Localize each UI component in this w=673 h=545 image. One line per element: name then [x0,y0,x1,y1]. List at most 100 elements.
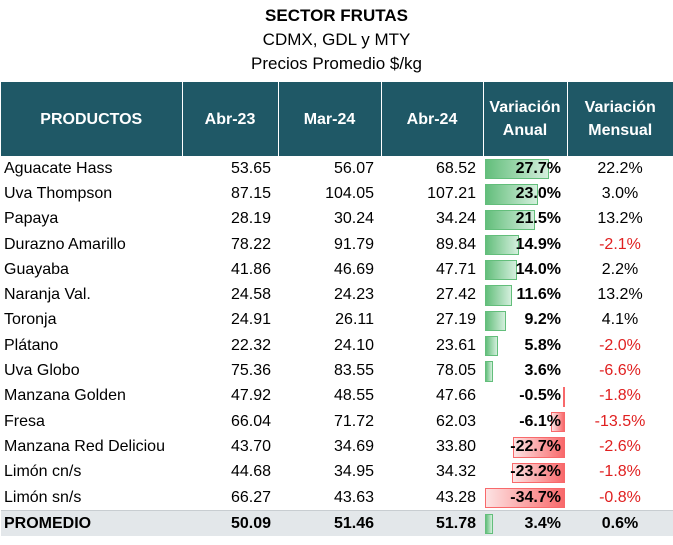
table-row: Fresa 66.04 71.72 62.03 -6.1% -13.5% [1,409,673,434]
variation-monthly: 4.1% [601,311,639,329]
variation-annual-value: -0.5% [519,387,561,405]
price-mar24: 83.55 [333,362,374,380]
price-mar24: 34.95 [333,463,374,481]
variation-annual-value: 3.6% [524,362,561,380]
variation-bar [485,336,499,357]
variation-annual-value: 14.9% [515,235,561,253]
product-name: Uva Thompson [4,184,113,202]
price-apr24: 27.42 [435,286,476,304]
variation-monthly: 3.0% [601,184,639,202]
variation-monthly: 0.6% [567,510,673,537]
price-mar24: 26.11 [335,311,374,329]
price-apr24: 78.05 [435,362,476,380]
price-mar24: 30.24 [333,210,374,228]
price-apr23: 78.22 [230,235,271,253]
table-row: Guayaba 41.86 46.69 47.71 14.0% 2.2% [1,257,673,282]
variation-bar [511,462,565,483]
price-mar24: 24.10 [333,336,374,354]
price-apr23: 75.36 [230,362,271,380]
variation-monthly: 13.2% [597,286,643,304]
variation-annual: 9.2% [483,308,567,333]
table-row: Manzana Golden 47.92 48.55 47.66 -0.5% -1.8% [1,384,673,409]
product-name: Fresa [4,412,45,430]
variation-bar [563,386,565,407]
table-row: Naranja Val. 24.58 24.23 27.42 11.6% 13.2% [1,282,673,307]
variation-annual-value: 14.0% [515,260,561,278]
table-row: Aguacate Hass 53.65 56.07 68.52 27.7% 22.2% [1,156,673,181]
product-name: Limón sn/s [4,488,82,506]
header-var-monthly: Variación Mensual [567,82,673,156]
price-mar24: 51.46 [278,510,381,537]
price-apr23: 28.19 [230,210,271,228]
variation-annual: 5.8% [483,333,567,358]
variation-annual: 23.0% [483,181,567,206]
price-apr23: 24.91 [230,311,271,329]
variation-bar [485,361,494,382]
variation-bar [485,159,549,180]
variation-annual: -6.1% [483,409,567,434]
price-apr24: 62.03 [435,412,476,430]
variation-annual: 11.6% [483,282,567,307]
variation-monthly: -0.8% [599,488,641,506]
product-name: Durazno Amarillo [4,235,126,253]
variation-bar [485,514,493,535]
price-apr23: 47.92 [230,387,271,405]
variation-monthly: -6.6% [599,362,641,380]
header-apr24: Abr-24 [381,82,484,156]
variation-annual-value: 11.6% [516,286,561,304]
variation-bar [485,310,507,332]
price-apr23: 53.65 [230,159,271,177]
price-apr24: 27.19 [435,311,476,329]
price-mar24: 56.07 [333,159,374,177]
table-row: Plátano 22.32 24.10 23.61 5.8% -2.0% [1,333,673,358]
variation-bar [485,234,520,256]
product-name: Plátano [4,336,59,354]
variation-annual-value: -6.1% [519,412,561,430]
price-mar24: 24.23 [333,286,374,304]
price-apr24: 23.61 [435,336,476,354]
header-var-annual: Variación Anual [483,82,568,156]
report-titles: SECTOR FRUTAS CDMX, GDL y MTY Precios Pr… [0,0,673,82]
product-name: Aguacate Hass [4,159,113,177]
price-apr24: 68.52 [435,159,476,177]
price-apr24: 33.80 [435,437,476,455]
price-apr23: 41.86 [230,260,271,278]
prices-table: PRODUCTOS Abr-23 Mar-24 Abr-24 Variación… [1,82,673,537]
header-var-monthly-line1: Variación [584,99,656,116]
table-row: Toronja 24.91 26.11 27.19 9.2% 4.1% [1,308,673,333]
product-name: PROMEDIO [1,510,182,537]
variation-annual: -23.2% [483,460,567,485]
price-apr24: 51.78 [381,510,483,537]
price-apr23: 87.15 [230,184,271,202]
variation-monthly: -2.0% [599,336,641,354]
variation-monthly: -2.1% [599,235,641,253]
header-var-annual-line2: Anual [502,122,548,139]
price-apr23: 22.32 [230,336,271,354]
variation-monthly: -1.8% [599,463,641,481]
price-apr24: 47.66 [435,387,476,405]
price-apr23: 24.58 [230,286,271,304]
variation-monthly: -2.6% [599,437,641,455]
variation-monthly: 2.2% [601,260,639,278]
total-row: PROMEDIO 50.09 51.46 51.78 3.4% 0.6% [1,510,673,537]
report-title: SECTOR FRUTAS [265,6,408,25]
variation-annual-value: 5.8% [524,336,561,354]
price-apr24: 47.71 [435,260,476,278]
variation-annual-value: -34.7% [510,488,561,506]
variation-annual: 27.7% [483,156,567,181]
report-subtitle: CDMX, GDL y MTY [262,30,411,49]
variation-annual-value: 21.5% [515,210,561,228]
price-mar24: 91.79 [333,235,374,253]
price-apr24: 34.24 [435,210,476,228]
variation-monthly: -13.5% [594,412,646,430]
product-name: Naranja Val. [4,286,91,304]
price-mar24: 104.05 [325,184,374,202]
header-products: PRODUCTOS [1,82,183,156]
table-row: Limón sn/s 66.27 43.63 43.28 -34.7% -0.8% [1,485,673,511]
header-var-monthly-line2: Mensual [588,122,653,139]
variation-bar [485,487,565,509]
product-name: Limón cn/s [4,463,82,481]
header-mar24: Mar-24 [278,82,382,156]
variation-annual-value: 23.0% [515,184,561,202]
price-apr23: 50.09 [182,510,278,537]
